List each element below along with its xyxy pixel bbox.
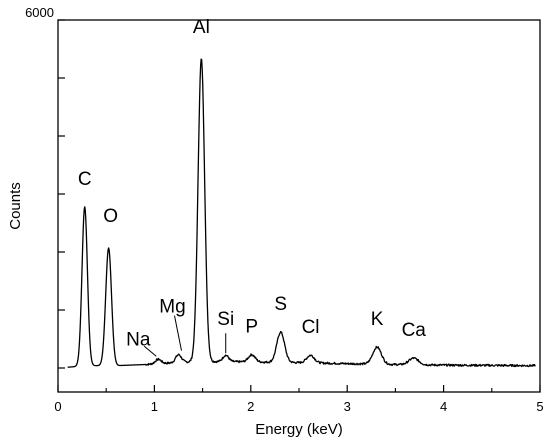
x-tick-label-0: 0 bbox=[54, 399, 61, 414]
leader-line-mg bbox=[174, 315, 182, 351]
x-tick-label-4: 4 bbox=[440, 399, 447, 414]
peak-label-mg: Mg bbox=[159, 297, 185, 318]
peak-labels: CO Na Mg Al Si PS Cl K Ca bbox=[78, 17, 426, 350]
spectrum-line bbox=[67, 58, 536, 368]
x-tick-label-3: 3 bbox=[344, 399, 351, 414]
peak-label-cl: Cl bbox=[302, 317, 320, 338]
x-axis-title: Energy (keV) bbox=[255, 421, 343, 438]
x-tick-label-2: 2 bbox=[247, 399, 254, 414]
peak-label-al: Al bbox=[193, 17, 210, 38]
peak-label-si: Si bbox=[217, 309, 234, 330]
peak-label-na: Na bbox=[126, 329, 151, 350]
y-axis-title: Counts bbox=[7, 182, 24, 230]
peak-label-k: K bbox=[371, 309, 384, 330]
peak-label-ca: Ca bbox=[402, 320, 427, 341]
leader-lines bbox=[143, 315, 227, 357]
peak-label-o: O bbox=[103, 206, 118, 227]
x-axis-ticks: 0 1 2 3 4 5 bbox=[54, 385, 544, 414]
peak-label-p: P bbox=[245, 317, 258, 338]
y-axis-ticks: 6000 bbox=[25, 5, 65, 369]
x-tick-label-1: 1 bbox=[151, 399, 158, 414]
leader-line-na bbox=[143, 345, 157, 357]
peak-label-s: S bbox=[274, 294, 287, 315]
peak-label-c: C bbox=[78, 169, 92, 190]
x-tick-label-5: 5 bbox=[536, 399, 543, 414]
y-tick-label-6000: 6000 bbox=[25, 5, 54, 20]
